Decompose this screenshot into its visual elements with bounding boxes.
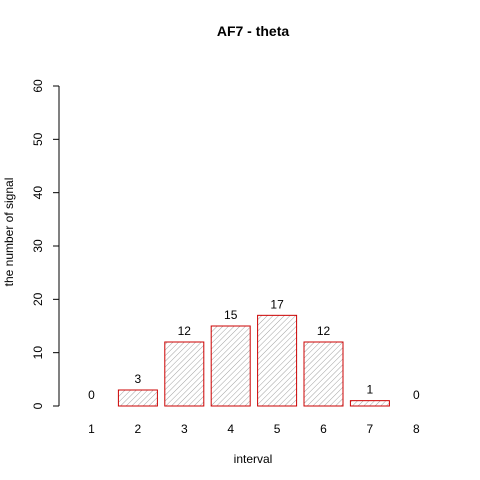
bar-fill xyxy=(164,342,204,406)
bar-value-label: 12 xyxy=(317,324,331,338)
y-tick-label: 0 xyxy=(31,402,45,409)
bar-fill xyxy=(257,315,297,406)
bars-group: 0 3 12 15 17 12 1 0 xyxy=(88,297,420,407)
bar xyxy=(257,314,298,407)
bar-value-label: 15 xyxy=(224,308,238,322)
bar-value-label: 0 xyxy=(413,388,420,402)
chart-title: AF7 - theta xyxy=(217,23,290,39)
bar-value-label: 3 xyxy=(135,372,142,386)
bar xyxy=(349,400,390,407)
y-tick-label: 10 xyxy=(31,346,45,360)
x-tick-label: 5 xyxy=(274,422,281,436)
x-tick-label: 3 xyxy=(181,422,188,436)
bar xyxy=(210,325,251,407)
bar-value-label: 17 xyxy=(270,297,284,311)
x-axis-label: interval xyxy=(234,452,273,466)
bar-fill xyxy=(304,342,343,406)
x-tick-label: 8 xyxy=(413,422,420,436)
x-tick-labels: 1 2 3 4 5 6 7 8 xyxy=(88,422,420,436)
x-tick-label: 6 xyxy=(320,422,327,436)
bar xyxy=(303,341,344,407)
bar-value-label: 12 xyxy=(178,324,192,338)
x-tick-label: 7 xyxy=(367,422,374,436)
bar-fill xyxy=(350,400,390,406)
x-tick-label: 4 xyxy=(227,422,234,436)
y-tick-label: 30 xyxy=(31,239,45,253)
bar-fill xyxy=(211,326,251,406)
bar xyxy=(164,341,205,407)
bar-fill xyxy=(118,390,158,406)
bar-value-label: 1 xyxy=(367,383,374,397)
y-tick-label: 50 xyxy=(31,132,45,146)
bar-value-label: 0 xyxy=(88,388,95,402)
y-tick-label: 20 xyxy=(31,292,45,306)
bar xyxy=(117,389,158,407)
y-axis: 0 10 20 30 40 50 60 xyxy=(31,79,60,409)
y-tick-label: 40 xyxy=(31,186,45,200)
x-tick-label: 2 xyxy=(135,422,142,436)
y-tick-label: 60 xyxy=(31,79,45,93)
x-tick-label: 1 xyxy=(88,422,95,436)
y-axis-label: the number of signal xyxy=(2,178,16,287)
